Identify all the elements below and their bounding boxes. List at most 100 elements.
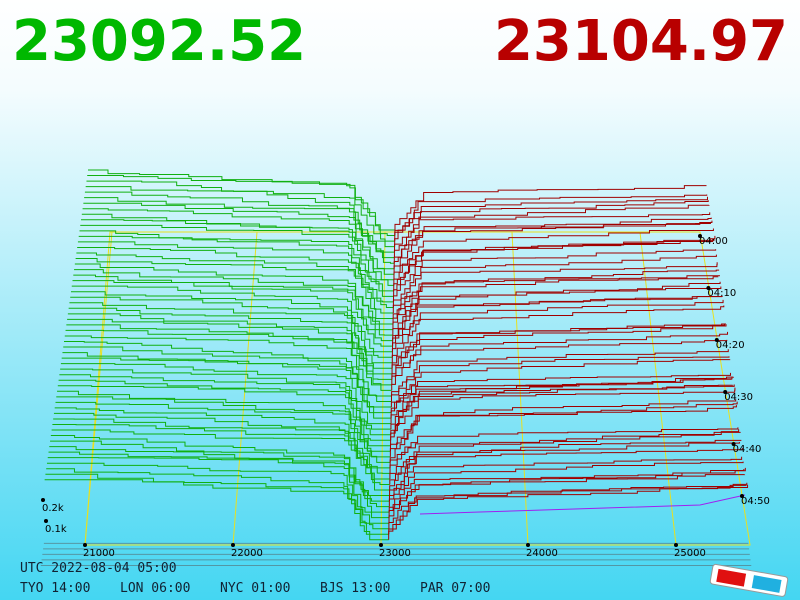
ask-depth-line: [392, 281, 721, 336]
ask-depth-line: [391, 356, 730, 402]
bid-depth-line: [56, 396, 391, 458]
ask-depth-line: [389, 429, 740, 474]
price-tick: [379, 543, 383, 547]
bid-depth-line: [46, 462, 390, 524]
bid-depth-line: [81, 219, 394, 281]
bid-depth-line: [85, 186, 395, 248]
ask-depth-line: [393, 217, 712, 269]
3d-glasses-icon[interactable]: [709, 563, 789, 597]
ask-depth-line: [393, 235, 716, 297]
ask-depth-line: [388, 447, 743, 502]
ask-depth-line: [391, 323, 726, 374]
ask-depth-line: [393, 249, 717, 302]
clocks: TYO 14:00 LON 06:00 NYC 01:00 BJS 13:00 PAR …: [20, 581, 490, 596]
bid-depth-line: [64, 341, 392, 402]
ask-price: 23104.97: [494, 9, 788, 74]
ask-depth-line: [393, 228, 714, 286]
ask-depth-line: [394, 200, 709, 247]
time-label: 04:50: [741, 496, 770, 507]
bid-depth-line: [77, 246, 394, 308]
time-tick: [731, 442, 736, 446]
bid-depth-line: [67, 313, 393, 375]
bid-depth-line: [48, 451, 390, 513]
bid-depth-line: [80, 224, 394, 286]
bid-depth-line: [74, 269, 393, 331]
ask-depth-line: [392, 295, 723, 352]
ask-depth-line: [394, 196, 708, 242]
bid-depth-line: [66, 324, 392, 386]
bid-depth-line: [46, 468, 389, 530]
bid-depth-line: [49, 446, 390, 508]
bid-depth-line: [73, 274, 393, 336]
time-tick: [740, 494, 744, 498]
volume-tick: [44, 519, 48, 523]
bid-depth-line: [75, 258, 394, 320]
ask-depth-line: [391, 299, 724, 358]
ask-depth-line: [388, 484, 749, 540]
bid-depth-line: [60, 368, 391, 430]
bid-depth-line: [71, 285, 393, 347]
bid-depth-line: [70, 296, 393, 358]
bid-depth-line: [58, 379, 391, 441]
clock-label: TYO 14:00: [20, 581, 90, 596]
bid-depth-line: [62, 352, 392, 414]
ask-depth-line: [388, 474, 746, 518]
price-tick: [83, 543, 87, 547]
bid-depth-line: [74, 263, 394, 325]
clock-label: NYC 01:00: [220, 581, 290, 596]
bid-depth-line: [69, 302, 393, 364]
bid-depth-line: [47, 457, 390, 519]
ask-depth-line: [393, 220, 713, 275]
ask-depth-line: [392, 269, 720, 325]
ask-depth-line: [389, 439, 742, 491]
bid-depth-line: [57, 385, 391, 447]
bid-depth-line: [61, 357, 392, 419]
ask-depth-line: [389, 399, 737, 452]
bid-depth-line: [88, 169, 395, 231]
bid-depth-line: [87, 175, 395, 237]
ask-depth-line: [392, 254, 717, 308]
time-label: 04:10: [707, 288, 736, 299]
ask-depth-line: [394, 185, 707, 230]
ask-depth-line: [393, 221, 711, 264]
ask-depth-line: [392, 275, 720, 330]
price-grid-line: [380, 231, 386, 546]
time-tick: [706, 286, 711, 290]
bid-depth-line: [52, 423, 390, 485]
time-label: 04:00: [699, 236, 728, 247]
ask-depth-line: [391, 305, 725, 363]
ask-depth-line: [390, 378, 732, 419]
price-tick: [674, 543, 678, 547]
price-label: 21000: [83, 548, 115, 559]
ask-depth-line: [391, 331, 729, 391]
price-label: 22000: [231, 548, 263, 559]
ask-depth-line: [389, 431, 741, 485]
bid-depth-line: [50, 440, 390, 502]
volume-label: 0.2k: [42, 503, 64, 514]
ask-depth-line: [390, 376, 734, 435]
ask-depth-line: [388, 461, 744, 507]
price-label: 25000: [674, 548, 706, 559]
bid-depth-line: [78, 235, 394, 297]
bid-depth-line: [72, 280, 393, 342]
bid-depth-line: [76, 252, 394, 314]
ask-depth-line: [391, 349, 729, 396]
price-grid-line: [84, 231, 113, 546]
clock-label: LON 06:00: [120, 581, 190, 596]
ask-depth-line: [388, 482, 748, 535]
time-label: 04:30: [724, 392, 753, 403]
ask-depth-line: [390, 387, 736, 446]
utc-time: UTC 2022-08-04 05:00: [20, 561, 177, 576]
volume-label: 0.1k: [45, 524, 67, 535]
depth-lines: [40, 169, 752, 566]
ask-depth-line: [392, 286, 722, 341]
bid-depth-line: [82, 208, 395, 270]
bid-depth-line: [51, 429, 390, 491]
time-tick: [714, 338, 719, 342]
ask-depth-line: [390, 372, 731, 413]
time-tick: [723, 390, 728, 394]
bid-price: 23092.52: [12, 9, 306, 74]
ask-depth-line: [392, 262, 718, 313]
bid-depth-line: [65, 329, 392, 391]
